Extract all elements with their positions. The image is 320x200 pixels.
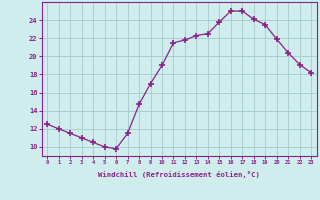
- X-axis label: Windchill (Refroidissement éolien,°C): Windchill (Refroidissement éolien,°C): [98, 171, 260, 178]
